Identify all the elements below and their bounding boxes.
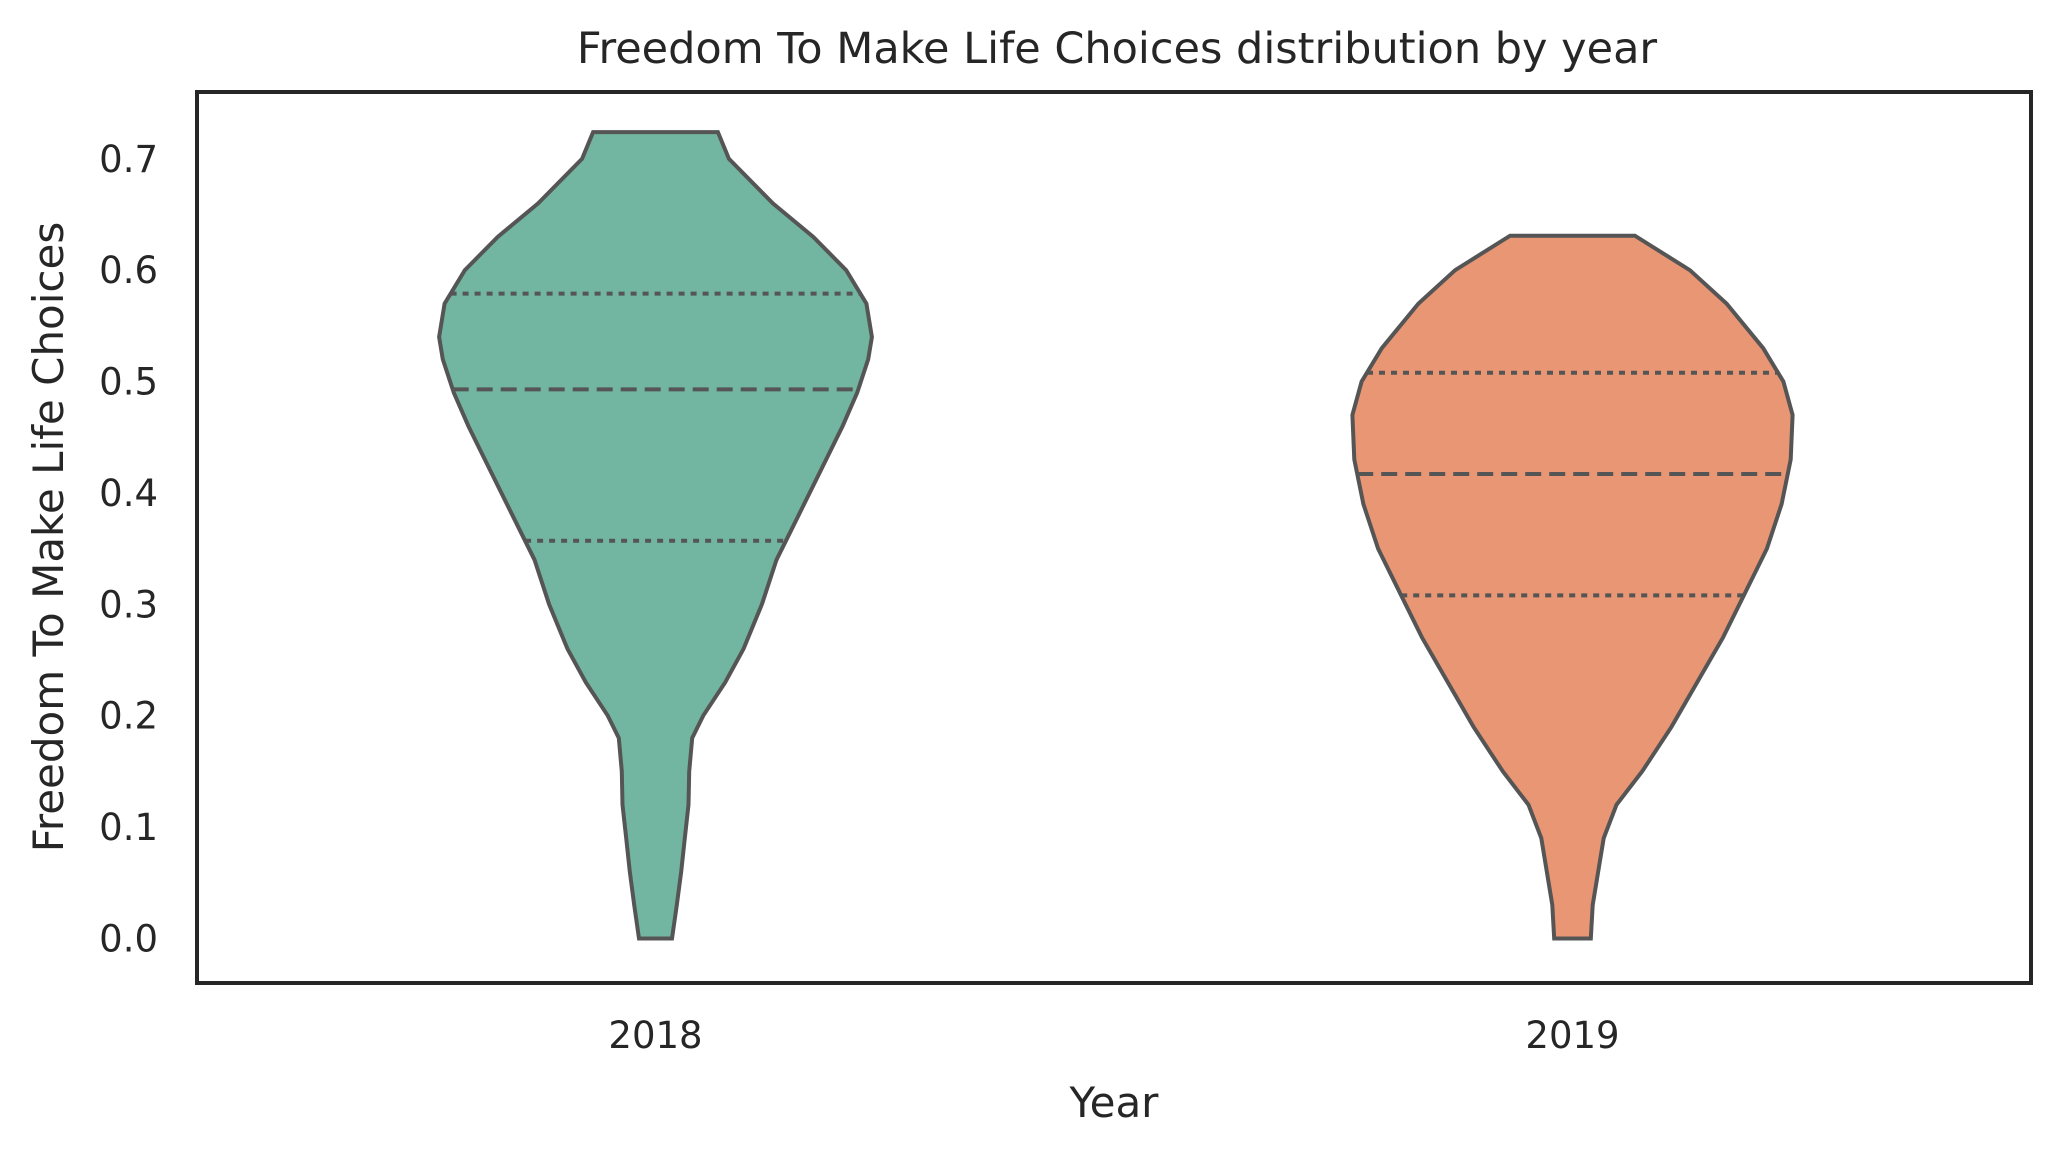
- y-tick-label: 0.5: [99, 361, 158, 404]
- violin-2019: [1350, 233, 1795, 941]
- plot-frame: [195, 90, 2033, 985]
- y-tick-label: 0.2: [99, 695, 158, 738]
- plot-area: [437, 130, 1795, 941]
- y-tick-label: 0.0: [99, 918, 158, 961]
- chart-title: Freedom To Make Life Choices distributio…: [577, 24, 1658, 74]
- y-tick-label: 0.3: [99, 583, 158, 626]
- y-axis-title: Freedom To Make Life Choices: [24, 222, 73, 852]
- violin-2018: [437, 130, 874, 941]
- y-tick-label: 0.6: [99, 249, 158, 292]
- x-tick-label: 2018: [608, 1014, 702, 1057]
- y-tick-label: 0.7: [99, 138, 158, 181]
- x-axis-title: Year: [1069, 1078, 1160, 1127]
- x-tick-label: 2019: [1525, 1014, 1619, 1057]
- x-axis-ticks: 2018 2019: [608, 1014, 1619, 1057]
- y-tick-label: 0.1: [99, 806, 158, 849]
- y-axis-ticks: 0.0 0.1 0.2 0.3 0.4 0.5 0.6 0.7: [99, 138, 158, 961]
- y-tick-label: 0.4: [99, 472, 158, 515]
